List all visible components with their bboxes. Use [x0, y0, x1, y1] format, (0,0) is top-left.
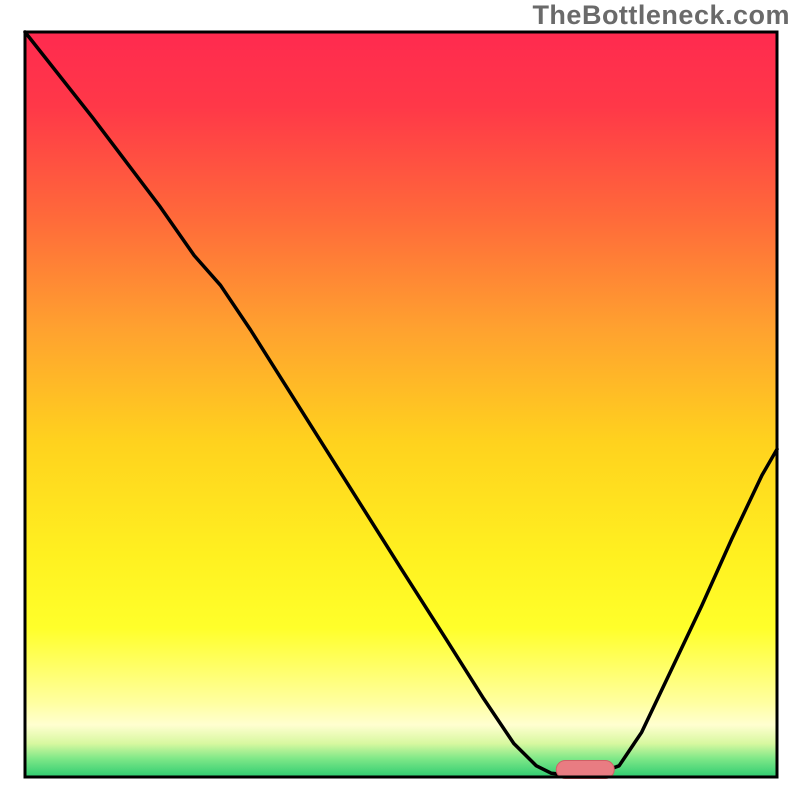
gradient-background — [25, 32, 777, 777]
chart-container: { "watermark": { "text": "TheBottleneck.… — [0, 0, 800, 800]
bottleneck-chart — [0, 0, 800, 800]
watermark-text: TheBottleneck.com — [532, 0, 790, 31]
